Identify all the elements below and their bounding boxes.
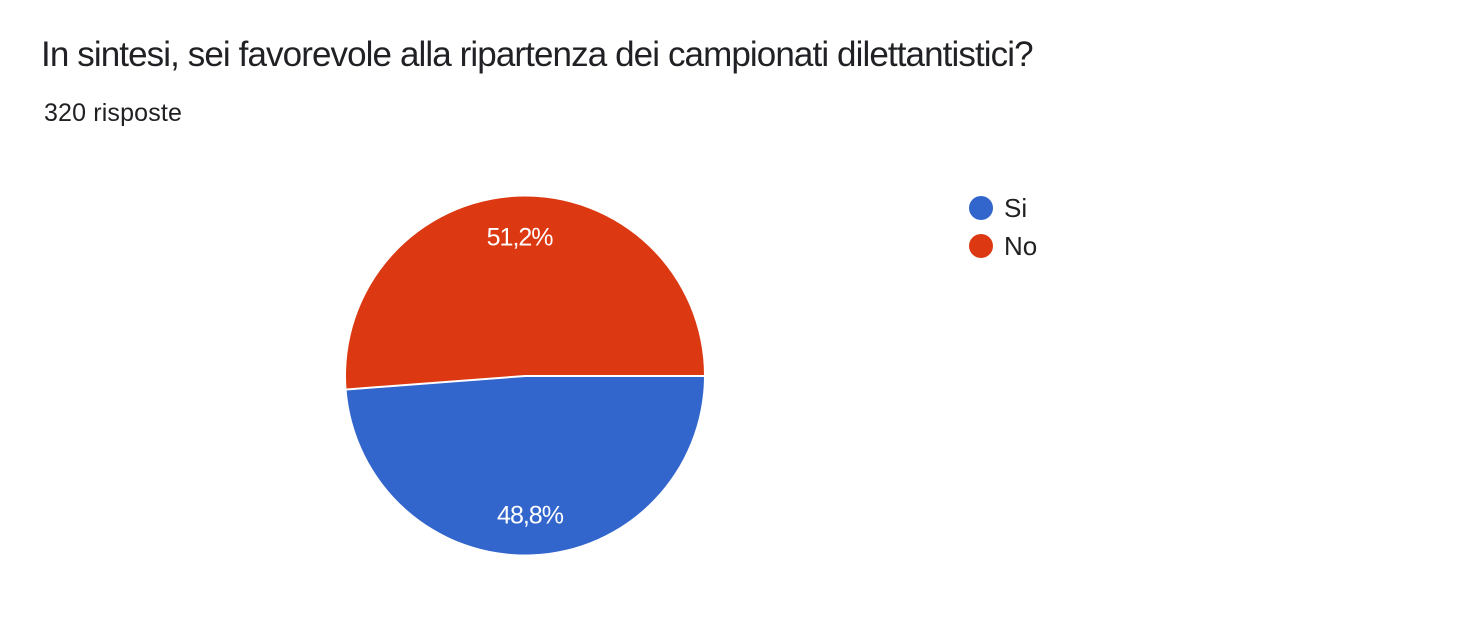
- svg-text:48,8%: 48,8%: [497, 501, 564, 529]
- svg-text:51,2%: 51,2%: [487, 223, 554, 251]
